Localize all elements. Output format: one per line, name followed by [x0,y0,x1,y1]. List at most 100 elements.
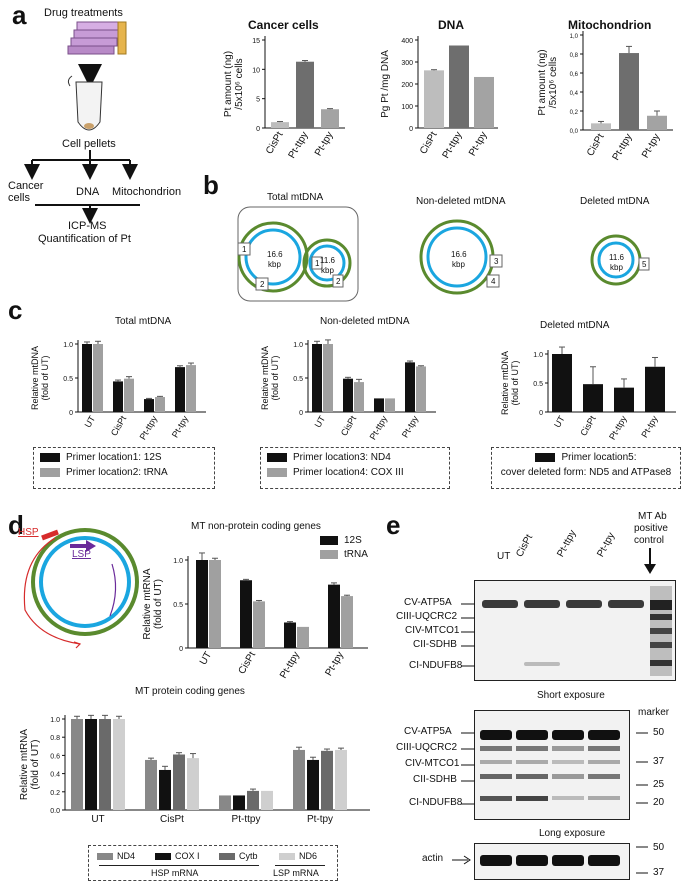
chart-a3-xtick-label: CisPt [585,132,607,158]
chart-c2-xtick-label: Pt-ttpy [368,414,390,442]
culture-plates-illustration [67,21,127,55]
chart-d2-bar [187,758,199,810]
legend-c2-swatch-1 [267,452,287,462]
panel-label-a: a [12,0,27,30]
actin-marker-37: 37 [653,867,665,878]
flow-cancer-cells: Cancer cells [8,180,44,204]
actin-marker-ticks [636,846,648,874]
chart-c1-bar [186,365,196,412]
chart-d2-bar [233,795,245,810]
chart-d1-ytick-label: 0.5 [173,602,183,609]
b-total-big-unit: kbp [268,260,281,269]
chart-c1-bar [155,397,165,412]
legend-c2-label-1: Primer location3: ND4 [293,452,391,463]
short-band-atp5a: CV-ATP5A [404,597,452,608]
chart-d1-bar [328,584,340,648]
chart-a3-bar [647,115,667,130]
chart-a3-ylabel: /5x10⁶ cells [548,57,559,108]
actin-pointer [452,855,471,865]
b-title-total: Total mtDNA [267,192,324,203]
lane-ut: UT [497,551,511,562]
chart-d1-bar [209,560,221,648]
chart-a1-ytick-label: 15 [252,38,260,45]
chart-c2-ytick-label: 1.0 [293,342,303,349]
chart-a3-ytick-label: 1,0 [570,34,579,40]
chart-c1-xtick-label: Pt-ttpy [138,414,160,442]
chart-c3-bar [552,354,572,412]
chart-c1-ytick-label: 0.5 [63,376,73,383]
chart-a1-ylabel: /5x10⁶ cells [234,58,245,109]
chart-a3-title: Mitochondrion [568,18,652,32]
flow-drug-treatments: Drug treatments [44,7,123,19]
chart-a1-xtick-label: Pt-ttpy [287,130,311,161]
chart-a3-ytick-label: 0,2 [570,110,579,116]
chart-c3-ytick-label: 0 [539,410,543,417]
legend-d1-label-12s: 12S [344,535,362,546]
chart-d1-bar [297,626,309,648]
chart-d2-ytick-label: 0.6 [50,753,60,760]
chart-c3-title: Deleted mtDNA [540,320,610,331]
legend-c1-label-2: Primer location2: tRNA [66,467,168,478]
chart-c1-xtick-label: Pt-tpy [170,414,191,440]
actin-bands [480,855,620,866]
chart-d1-xtick-label: Pt-ttpy [278,650,302,681]
chart-a2-bar [449,45,469,128]
chart-c1-bar [113,381,123,412]
control-label-3: control [634,535,665,546]
chart-d2-ytick-label: 0.4 [50,772,60,779]
chart-a2-bar [474,76,494,128]
control-label-2: positive [634,523,668,534]
chart-c1-ytick-label: 0 [69,410,73,417]
chart-c3-xtick-label: Pt-ttpy [607,414,629,442]
chart-d1-xtick-label: Pt-tpy [324,650,347,678]
chart-c3-ylabel: (fold of UT) [510,360,520,405]
chart-a2-ytick-label: 200 [401,82,413,89]
chart-c1-bar [124,378,134,412]
chart-d2-ylabel: Relative mtRNA [19,729,30,800]
b-primer-5: 5 [642,260,647,269]
chart-d1-title: MT non-protein coding genes [191,521,321,532]
chart-c1-title: Total mtDNA [115,316,172,327]
control-label-1: MT Ab [638,511,667,522]
b-primer-1a: 1 [242,245,247,254]
chart-a3-bar [591,123,611,130]
legend-c3-label-1: Primer location5: [561,452,637,463]
b-primer-4: 4 [491,277,496,286]
panel-label-b: b [203,170,219,200]
chart-d2-bar [159,769,171,810]
chart-c3-xtick-label: UT [552,414,567,430]
chart-a3-ytick-label: 0,0 [570,129,579,135]
legend-d2-swatch-cox1 [155,853,171,861]
marker-37: 37 [653,756,665,767]
chart-d2-bar [321,750,333,810]
chart-d2-bar [335,749,347,810]
chart-a1-ytick-label: 0 [256,126,260,133]
chart-d1-ytick-label: 1.0 [173,558,183,565]
chart-a3-ylabel: Pt amount (ng) [537,49,548,115]
chart-c2-bar [374,398,384,412]
short-exposure-bands [482,586,672,676]
chart-d2-bar [113,719,125,810]
chart-a3-ytick-label: 0,8 [570,53,579,59]
legend-c2: Primer location3: ND4 Primer location4: … [260,447,450,489]
chart-d1-ylabel: Relative mtRNA [142,568,153,639]
b-total-big-size: 16.6 [267,250,283,259]
chart-a1-ytick-label: 10 [252,67,260,74]
chart-d2-ytick-label: 1.0 [50,717,60,724]
chart-d2-bar [247,790,259,810]
chart-a2-title: DNA [438,18,464,32]
chart-d2-bar [85,719,97,810]
long-band-ndufb8: CI-NDUFB8 [409,797,463,808]
chart-c3-bar [583,384,603,412]
legend-c2-swatch-2 [267,467,287,477]
chart-c3-xtick-label: CisPt [578,414,598,438]
chart-a2-ytick-label: 400 [401,38,413,45]
chart-a1-bar [296,61,314,128]
chart-a1-bar [321,109,339,128]
short-band-pointers [461,603,475,667]
b-primer-3: 3 [494,257,499,266]
chart-d2-bar [99,719,111,810]
b-primer-2a: 2 [260,280,265,289]
panel-label-c: c [8,295,23,325]
